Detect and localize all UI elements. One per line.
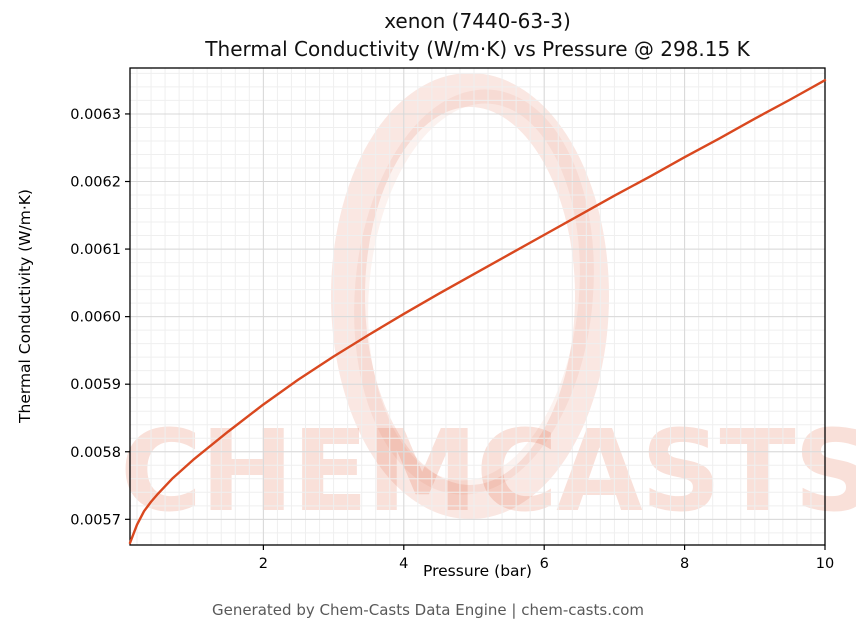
- y-tick-label: 0.0061: [70, 242, 121, 258]
- footer-attribution: Generated by Chem-Casts Data Engine | ch…: [211, 601, 645, 619]
- x-tick-label: 4: [399, 556, 408, 572]
- x-tick-label: 8: [680, 556, 689, 572]
- x-tick-label: 2: [259, 556, 268, 572]
- y-tick-label: 0.0062: [70, 175, 121, 191]
- y-tick-label: 0.0063: [70, 107, 121, 123]
- y-tick-label: 0.0057: [70, 512, 121, 528]
- y-tick-label: 0.0059: [70, 377, 121, 393]
- chart-title-line2: Thermal Conductivity (W/m·K) vs Pressure…: [205, 37, 750, 61]
- chart-title-line1: xenon (7440-63-3): [384, 9, 571, 33]
- axes-frame: [129, 67, 826, 546]
- data-line: [128, 78, 827, 545]
- y-tick-label: 0.0060: [70, 310, 121, 326]
- y-tick-label: 0.0058: [70, 445, 121, 461]
- x-tick-label: 6: [540, 556, 549, 572]
- x-axis-label: Pressure (bar): [423, 562, 532, 580]
- x-tick-label: 10: [816, 556, 834, 572]
- y-axis-label: Thermal Conductivity (W/m·K): [16, 189, 34, 423]
